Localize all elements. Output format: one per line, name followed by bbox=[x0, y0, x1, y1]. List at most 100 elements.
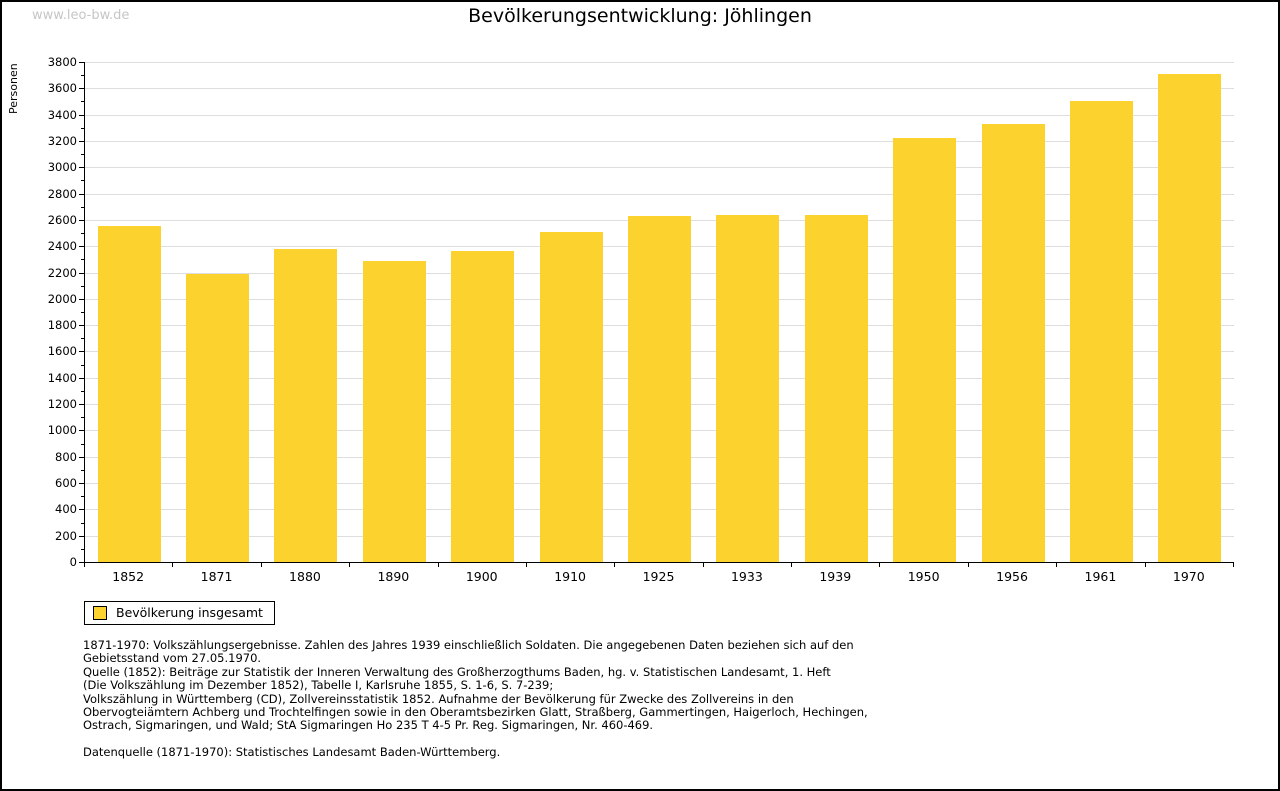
footer-source-text: 1871-1970: Volkszählungsergebnisse. Zahl… bbox=[83, 638, 1203, 733]
y-major-tick-2200 bbox=[79, 272, 84, 274]
x-tick-1 bbox=[172, 563, 174, 567]
y-minor-tick-3300 bbox=[81, 127, 84, 129]
y-minor-tick-2500 bbox=[81, 233, 84, 235]
gridline-3600 bbox=[85, 88, 1234, 90]
y-major-tick-600 bbox=[79, 483, 84, 485]
gridline-3000 bbox=[85, 167, 1234, 169]
y-major-tick-2400 bbox=[79, 246, 84, 248]
x-tick-8 bbox=[791, 563, 793, 567]
x-tick-11 bbox=[1056, 563, 1058, 567]
bar-1900 bbox=[451, 251, 515, 562]
y-tick-label-2000: 2000 bbox=[47, 291, 77, 306]
legend: Bevölkerung insgesamt bbox=[84, 601, 275, 625]
x-tick-label-1890: 1890 bbox=[377, 569, 410, 584]
gridline-3200 bbox=[85, 140, 1234, 142]
gridline-2800 bbox=[85, 193, 1234, 195]
x-tick-label-1900: 1900 bbox=[465, 569, 498, 584]
y-tick-label-1000: 1000 bbox=[47, 423, 77, 438]
y-major-tick-3000 bbox=[79, 167, 84, 169]
footer-line-1: 1871-1970: Volkszählungsergebnisse. Zahl… bbox=[83, 638, 854, 652]
y-tick-label-3200: 3200 bbox=[47, 133, 77, 148]
footer-notes: 1871-1970: Volkszählungsergebnisse. Zahl… bbox=[83, 638, 1203, 759]
gridline-3400 bbox=[85, 114, 1234, 116]
bar-1956 bbox=[981, 123, 1045, 562]
footer-line-4: (Die Volkszählung im Dezember 1852), Tab… bbox=[83, 678, 554, 693]
footer-datasource: Datenquelle (1871-1970): Statistisches L… bbox=[83, 744, 501, 759]
bar-1871 bbox=[186, 273, 250, 562]
y-tick-label-1600: 1600 bbox=[47, 344, 77, 359]
bar-1890 bbox=[362, 260, 426, 562]
bar-1925 bbox=[628, 215, 691, 562]
y-minor-tick-700 bbox=[81, 469, 84, 471]
y-major-tick-200 bbox=[79, 535, 84, 537]
footer-line-3: Quelle (1852): Beiträge zur Statistik de… bbox=[83, 664, 831, 679]
y-major-tick-1400 bbox=[79, 377, 84, 379]
footer-line-7: Ostrach, Sigmaringen, und Wald; StA Sigm… bbox=[83, 718, 654, 733]
bar-1852 bbox=[97, 226, 161, 562]
y-major-tick-3400 bbox=[79, 114, 84, 116]
x-tick-label-1925: 1925 bbox=[642, 569, 675, 584]
y-major-tick-2000 bbox=[79, 298, 84, 300]
x-tick-label-1939: 1939 bbox=[819, 569, 852, 584]
y-minor-tick-500 bbox=[81, 496, 84, 498]
footer-line-5: Volkszählung in Württemberg (CD), Zollve… bbox=[83, 691, 794, 706]
y-minor-tick-100 bbox=[81, 548, 84, 550]
y-minor-tick-1500 bbox=[81, 364, 84, 366]
x-tick-12 bbox=[1144, 563, 1146, 567]
footer-line-6: Obervogteiämtern Achberg und Trochtelfin… bbox=[83, 705, 868, 720]
y-major-tick-3600 bbox=[79, 88, 84, 90]
y-axis-title: Personen bbox=[7, 63, 20, 114]
bar-1939 bbox=[804, 214, 868, 562]
x-tick-label-1970: 1970 bbox=[1172, 569, 1205, 584]
y-major-tick-1200 bbox=[79, 404, 84, 406]
y-minor-tick-2900 bbox=[81, 180, 84, 182]
bar-1970 bbox=[1158, 73, 1222, 562]
footer-line-2: Gebietsstand vom 27.05.1970. bbox=[83, 651, 262, 666]
x-tick-9 bbox=[879, 563, 881, 567]
x-tick-10 bbox=[967, 563, 969, 567]
x-tick-3 bbox=[349, 563, 351, 567]
y-tick-label-3400: 3400 bbox=[47, 107, 77, 122]
y-major-tick-2800 bbox=[79, 193, 84, 195]
y-tick-label-3800: 3800 bbox=[47, 55, 77, 69]
y-tick-label-2600: 2600 bbox=[47, 212, 77, 227]
y-major-tick-400 bbox=[79, 509, 84, 511]
bar-1961 bbox=[1069, 101, 1133, 562]
y-minor-tick-3500 bbox=[81, 101, 84, 103]
watermark: www.leo-bw.de bbox=[32, 8, 130, 23]
legend-label: Bevölkerung insgesamt bbox=[116, 605, 263, 620]
x-tick-4 bbox=[437, 563, 439, 567]
y-major-tick-1800 bbox=[79, 325, 84, 327]
chart-title: Bevölkerungsentwicklung: Jöhlingen bbox=[468, 5, 812, 27]
y-minor-tick-3100 bbox=[81, 154, 84, 156]
y-minor-tick-2100 bbox=[81, 285, 84, 287]
y-tick-label-400: 400 bbox=[55, 502, 77, 517]
y-minor-tick-1100 bbox=[81, 417, 84, 419]
y-major-tick-0 bbox=[79, 562, 84, 563]
legend-swatch-icon bbox=[93, 605, 107, 620]
x-tick-label-1871: 1871 bbox=[200, 569, 233, 584]
y-tick-label-3600: 3600 bbox=[47, 81, 77, 96]
x-tick-label-1852: 1852 bbox=[112, 569, 145, 584]
bar-1910 bbox=[539, 231, 603, 562]
y-tick-label-2200: 2200 bbox=[47, 265, 77, 280]
x-tick-7 bbox=[702, 563, 704, 567]
y-major-tick-2600 bbox=[79, 219, 84, 221]
x-tick-2 bbox=[260, 563, 262, 567]
y-tick-label-1800: 1800 bbox=[47, 318, 77, 333]
y-major-tick-3200 bbox=[79, 140, 84, 142]
y-minor-tick-2300 bbox=[81, 259, 84, 261]
bar-1950 bbox=[893, 138, 957, 562]
y-minor-tick-1300 bbox=[81, 390, 84, 392]
x-tick-13 bbox=[1233, 563, 1234, 567]
gridline-3800 bbox=[85, 62, 1234, 63]
y-tick-label-0: 0 bbox=[69, 555, 77, 569]
x-tick-label-1880: 1880 bbox=[289, 569, 321, 584]
y-tick-label-600: 600 bbox=[55, 476, 77, 491]
x-tick-label-1933: 1933 bbox=[730, 569, 763, 584]
x-tick-label-1910: 1910 bbox=[554, 569, 587, 584]
y-minor-tick-1900 bbox=[81, 312, 84, 313]
y-minor-tick-300 bbox=[81, 522, 84, 524]
y-minor-tick-2700 bbox=[81, 206, 84, 208]
